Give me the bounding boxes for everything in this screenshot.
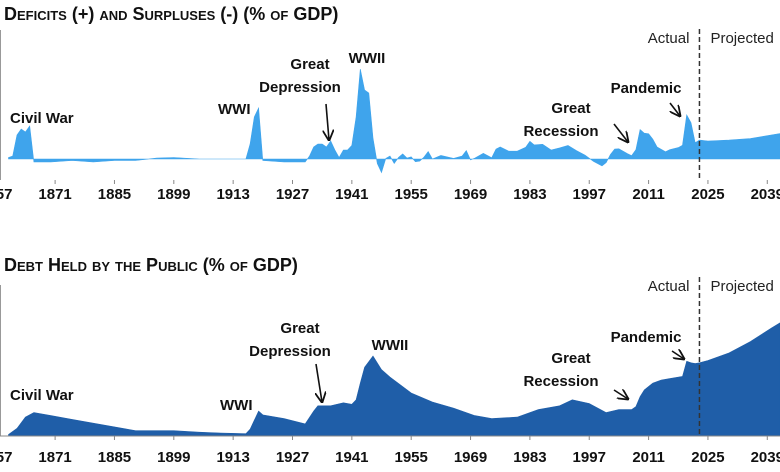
chart-title: Debt Held by the Public (% of GDP) xyxy=(4,255,298,275)
annotation: Recession xyxy=(523,123,598,140)
area xyxy=(8,322,780,437)
annotation: Great xyxy=(290,56,329,73)
x-tick-label: 1983 xyxy=(513,449,546,466)
x-tick-label: 1997 xyxy=(573,186,606,203)
x-tick-label: 1997 xyxy=(573,449,606,466)
annotation: Pandemic xyxy=(611,329,682,346)
divider-label: Actual xyxy=(648,30,690,47)
annotation: WWI xyxy=(220,397,252,414)
x-tick-label: 1955 xyxy=(395,186,428,203)
arrow xyxy=(613,390,628,399)
x-tick-label: 2039 xyxy=(751,186,780,203)
x-tick-label: 1857 xyxy=(0,186,12,203)
annotation: Civil War xyxy=(10,110,74,127)
x-tick-label: 1913 xyxy=(216,449,249,466)
divider-label: Actual xyxy=(648,278,690,295)
arrow xyxy=(671,351,684,359)
divider-label: Projected xyxy=(710,278,773,295)
x-tick-label: 1927 xyxy=(276,449,309,466)
annotation: Depression xyxy=(249,343,331,360)
annotation: Civil War xyxy=(10,387,74,404)
annotation: Great xyxy=(551,100,590,117)
x-tick-label: 1885 xyxy=(98,449,131,466)
x-tick-label: 2011 xyxy=(632,449,665,466)
divider-label: Projected xyxy=(710,30,773,47)
x-tick-label: 2039 xyxy=(751,449,780,466)
x-tick-label: 1969 xyxy=(454,186,487,203)
annotation: WWI xyxy=(218,101,250,118)
annotation: WWII xyxy=(372,337,409,354)
x-tick-label: 1955 xyxy=(395,449,428,466)
arrow xyxy=(613,123,628,142)
x-tick-label: 1885 xyxy=(98,186,131,203)
annotation: Recession xyxy=(523,373,598,390)
x-tick-label: 2011 xyxy=(632,186,665,203)
area xyxy=(8,68,780,174)
annotation: WWII xyxy=(349,50,386,67)
x-tick-label: 1857 xyxy=(0,449,12,466)
x-tick-label: 1899 xyxy=(157,186,190,203)
annotation: Great xyxy=(280,320,319,337)
x-tick-label: 1941 xyxy=(335,449,368,466)
x-tick-label: 1913 xyxy=(216,186,249,203)
x-tick-label: 1899 xyxy=(157,449,190,466)
annotation: Depression xyxy=(259,79,341,96)
chart-title: Deficits (+) and Surpluses (-) (% of GDP… xyxy=(4,4,338,24)
x-tick-label: 2025 xyxy=(691,186,724,203)
x-tick-label: 2025 xyxy=(691,449,724,466)
arrow xyxy=(326,103,329,140)
x-tick-label: 1871 xyxy=(38,186,71,203)
x-tick-label: 1941 xyxy=(335,186,368,203)
x-tick-label: 1969 xyxy=(454,449,487,466)
annotation: Great xyxy=(551,350,590,367)
arrow xyxy=(316,363,322,402)
arrow xyxy=(669,102,680,116)
x-tick-label: 1983 xyxy=(513,186,546,203)
annotation: Pandemic xyxy=(611,80,682,97)
x-tick-label: 1927 xyxy=(276,186,309,203)
x-tick-label: 1871 xyxy=(38,449,71,466)
